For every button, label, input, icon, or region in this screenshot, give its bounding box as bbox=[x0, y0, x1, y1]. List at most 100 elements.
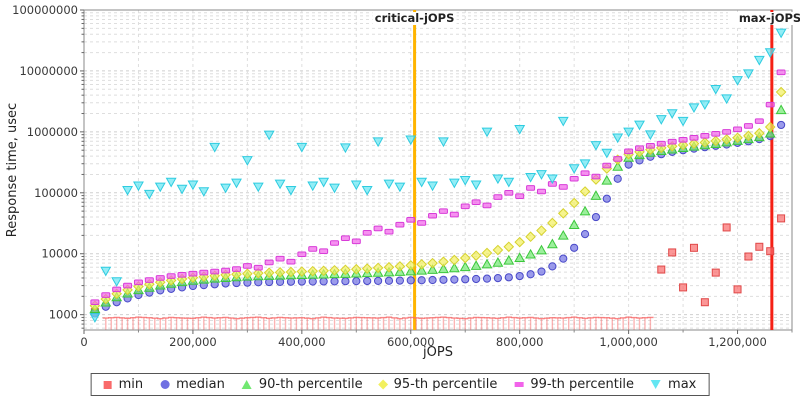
data-point bbox=[525, 248, 537, 259]
x-tick-label: 800,000 bbox=[496, 335, 544, 349]
data-point bbox=[319, 277, 328, 286]
data-point bbox=[437, 137, 449, 148]
data-point bbox=[612, 133, 624, 144]
data-point bbox=[361, 185, 373, 196]
data-point bbox=[111, 288, 122, 300]
data-point bbox=[133, 279, 143, 286]
data-point bbox=[537, 267, 546, 276]
data-point bbox=[635, 145, 645, 151]
data-point bbox=[296, 266, 308, 277]
data-point bbox=[231, 178, 242, 189]
data-point bbox=[711, 130, 721, 137]
data-point bbox=[383, 261, 395, 273]
data-point bbox=[546, 174, 558, 185]
data-point bbox=[514, 252, 526, 263]
data-point bbox=[557, 116, 569, 127]
x-tick-label: 1,200,000 bbox=[708, 335, 767, 349]
data-point bbox=[329, 183, 340, 194]
data-point bbox=[569, 175, 579, 182]
data-point bbox=[775, 86, 787, 98]
data-point bbox=[428, 212, 438, 219]
data-point bbox=[394, 261, 406, 272]
data-point bbox=[472, 274, 481, 284]
critical-jops-line: critical-jOPS bbox=[372, 10, 457, 330]
data-point bbox=[732, 76, 743, 86]
data-point bbox=[188, 270, 198, 277]
data-point bbox=[493, 274, 503, 283]
data-point bbox=[481, 127, 493, 138]
data-point bbox=[318, 265, 329, 277]
data-point bbox=[657, 265, 666, 274]
data-point bbox=[319, 248, 329, 255]
data-point bbox=[623, 127, 635, 138]
data-point bbox=[101, 292, 111, 298]
data-point bbox=[165, 177, 177, 188]
data-point bbox=[286, 258, 296, 265]
data-point bbox=[220, 183, 232, 194]
data-point bbox=[252, 267, 264, 279]
data-point bbox=[448, 262, 460, 273]
data-point bbox=[90, 299, 100, 306]
data-point bbox=[361, 263, 373, 274]
data-point bbox=[514, 236, 525, 248]
data-point bbox=[350, 180, 362, 191]
data-point bbox=[568, 219, 580, 229]
data-point bbox=[362, 230, 372, 236]
x-tick-label: 1,000,000 bbox=[599, 335, 658, 349]
data-point bbox=[667, 138, 677, 145]
data-point bbox=[688, 138, 700, 149]
data-point bbox=[678, 137, 688, 143]
data-point bbox=[579, 159, 591, 170]
data-point bbox=[242, 263, 252, 269]
data-point bbox=[482, 274, 492, 283]
data-point bbox=[406, 217, 416, 223]
data-point bbox=[417, 220, 427, 226]
data-point bbox=[504, 273, 513, 282]
data-point bbox=[405, 260, 417, 271]
data-point bbox=[274, 267, 286, 278]
data-point bbox=[470, 180, 482, 191]
data-point bbox=[416, 259, 427, 270]
data-point bbox=[710, 84, 722, 95]
data-point bbox=[405, 265, 417, 276]
legend-label: 90-th percentile bbox=[258, 377, 363, 392]
data-point bbox=[536, 188, 546, 195]
data-point bbox=[764, 121, 776, 133]
x-tick-label: 400,000 bbox=[278, 335, 326, 349]
data-point bbox=[721, 134, 732, 145]
data-point bbox=[601, 174, 613, 185]
data-point bbox=[743, 130, 754, 142]
data-point bbox=[416, 264, 428, 275]
data-point bbox=[580, 170, 590, 176]
data-point bbox=[515, 271, 524, 281]
data-point bbox=[166, 273, 176, 279]
data-point bbox=[591, 212, 601, 222]
data-point bbox=[656, 140, 666, 147]
square-marker-icon bbox=[103, 380, 112, 389]
data-point bbox=[777, 214, 786, 223]
data-point bbox=[340, 235, 350, 241]
data-point bbox=[318, 177, 330, 188]
data-point bbox=[307, 265, 319, 277]
data-point bbox=[417, 276, 426, 285]
data-point bbox=[449, 254, 460, 266]
data-point bbox=[492, 244, 504, 256]
data-point bbox=[459, 261, 471, 272]
data-point bbox=[405, 135, 417, 146]
data-point bbox=[438, 256, 449, 268]
data-point bbox=[438, 208, 448, 214]
data-point bbox=[700, 133, 710, 139]
data-point bbox=[699, 137, 711, 148]
data-point bbox=[395, 276, 404, 285]
data-point bbox=[252, 182, 264, 193]
data-point bbox=[406, 276, 415, 285]
data-point bbox=[450, 275, 459, 284]
data-point bbox=[176, 184, 188, 195]
data-point bbox=[558, 184, 568, 190]
data-point bbox=[427, 181, 439, 192]
data-point bbox=[363, 276, 372, 286]
data-point bbox=[231, 266, 241, 272]
data-point bbox=[688, 103, 700, 114]
data-point bbox=[591, 173, 601, 180]
data-point bbox=[677, 116, 689, 127]
